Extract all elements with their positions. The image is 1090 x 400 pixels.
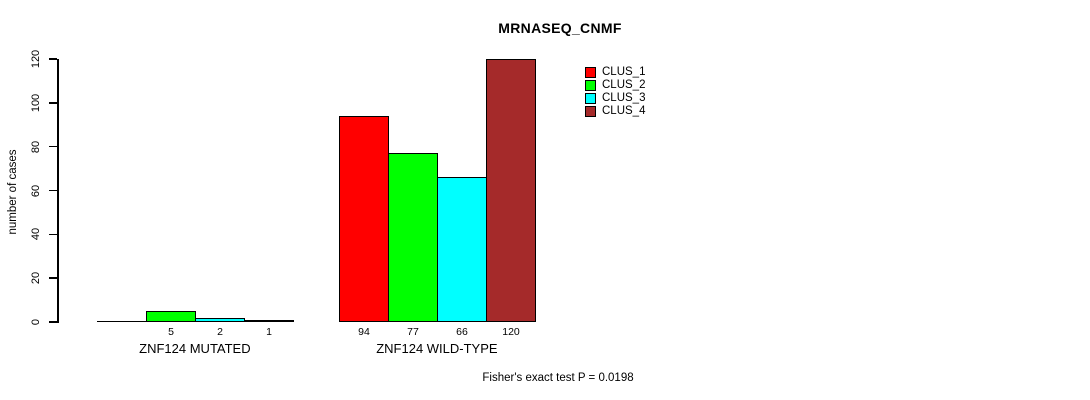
legend-swatch [585,66,596,78]
legend-row: CLUS_4 [585,105,645,117]
bar-value-label: 1 [266,326,272,338]
footnote-text: Fisher's exact test P = 0.0198 [482,372,634,384]
bar-clus-4-group2 [486,59,536,322]
chart-title: MRNASEQ_CNMF [498,20,622,36]
legend-label: CLUS_1 [602,66,646,78]
legend-label: CLUS_4 [602,105,646,117]
bar-value-label: 5 [168,326,174,338]
bar-clus-1-group2 [339,116,389,322]
y-tick [49,145,57,148]
y-tick [49,58,57,60]
legend-swatch [585,79,596,91]
x-category-label: ZNF124 WILD-TYPE [376,341,498,356]
legend-label: CLUS_3 [602,92,646,104]
bar-value-label: 120 [502,326,520,338]
legend-swatch [585,92,596,104]
bar-value-label: 2 [217,326,223,338]
y-tick [49,189,57,192]
x-category-label: ZNF124 MUTATED [139,341,251,356]
bar-clus-2-group1 [146,311,196,322]
bar-clus-1-group1 [97,321,147,322]
y-axis-line [57,59,59,323]
legend-row: CLUS_3 [585,92,645,104]
legend-row: CLUS_2 [585,79,645,91]
legend-swatch [585,105,596,117]
bar-value-label: 66 [456,326,468,338]
bar-clus-2-group2 [388,153,438,322]
y-tick [49,321,57,323]
y-tick [49,277,57,279]
bar-clus-4-group1 [244,320,294,322]
bar-value-label: 77 [407,326,419,338]
y-tick [49,233,57,236]
legend-label: CLUS_2 [602,79,646,91]
y-tick [49,102,57,104]
bar-value-label: 94 [358,326,370,338]
legend-row: CLUS_1 [585,66,645,78]
